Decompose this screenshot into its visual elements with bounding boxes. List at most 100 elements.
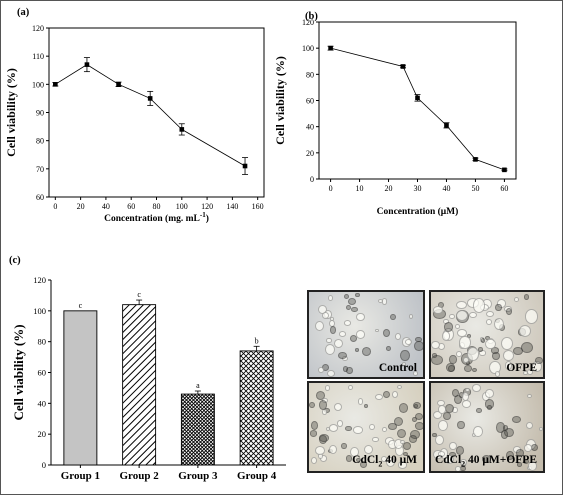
cell-texture [401,361,407,367]
cell-texture [381,456,388,463]
cell-texture [345,366,353,375]
cell-texture [504,360,513,370]
cell-texture [339,331,347,337]
cell-texture [338,352,347,360]
cell-texture [525,421,534,429]
y-tick-label: 40 [38,398,47,408]
x-tick-label: 20 [385,184,393,193]
cell-texture [381,427,387,432]
y-axis-label: Cell viability (%) [4,68,18,157]
data-point [116,82,121,87]
y-tick-label: 70 [36,165,44,174]
y-tick-label: 100 [33,306,46,316]
cell-texture [353,426,364,434]
chart-panel-b: 0 20 40 60 80 100 120 0 10 20 30 40 50 60 (b) Cell viab… [273,11,517,217]
cell-texture [438,420,448,432]
cell-texture [467,347,480,361]
cell-texture [398,403,409,413]
cell-texture [517,462,522,467]
cell-texture [454,394,463,405]
cell-texture [329,317,335,321]
y-tick-label: 40 [306,123,314,132]
cell-texture [341,442,347,449]
y-tick-label: 80 [306,70,314,79]
significance-letter: c [79,301,83,310]
cell-texture [505,308,512,315]
cell-texture [409,435,418,443]
x-tick-label: 20 [77,202,85,211]
data-point [415,95,420,101]
cell-texture [461,399,472,408]
x-category-label: Group 4 [237,470,277,482]
cell-texture [386,456,396,467]
cell-texture [388,423,397,430]
cell-texture [432,306,443,314]
cell-texture [449,355,457,364]
data-point [147,96,153,101]
cell-texture [311,457,318,464]
cell-texture [471,383,481,393]
micrograph-control: Control [307,290,425,379]
x-tick-label: 10 [356,184,364,193]
series-line [55,64,246,167]
cell-texture [347,384,353,390]
cell-texture [455,324,461,329]
series-line [330,47,505,171]
cell-texture [460,466,466,471]
significance-letter: b [255,336,259,345]
cell-texture [321,311,329,319]
cell-texture [518,324,532,337]
cell-texture [431,355,444,366]
x-tick-label: 0 [329,184,333,193]
cell-texture [485,338,497,350]
cell-texture [349,334,358,343]
cell-texture [431,340,440,349]
cell-texture [481,454,492,463]
cell-texture [437,450,446,457]
cell-texture [504,427,514,437]
cell-texture [526,393,533,399]
micrograph-caption: OFPE [506,362,537,374]
cell-texture [456,446,465,455]
x-category-label: Group 3 [178,470,218,482]
cell-texture [329,325,337,334]
micrograph-ofpe: OFPE [429,290,545,379]
cell-texture [404,339,412,345]
cell-texture [463,356,469,363]
cell-texture [484,389,494,398]
cell-texture [413,371,419,376]
cell-texture [412,417,417,423]
cell-texture [501,336,513,350]
cell-texture [355,330,366,340]
cell-texture [336,420,344,427]
y-tick-label: 120 [302,18,314,27]
bar [63,310,98,466]
y-tick-label: 20 [38,429,47,439]
cell-texture [445,455,454,465]
cell-texture [347,298,356,306]
cell-texture [349,446,360,458]
cell-texture [396,429,406,439]
cell-texture [503,350,515,361]
x-tick-label: 40 [102,202,110,211]
chart-panel-c: 0 20 40 60 80 100 120 c Group 1 c Group 2 a Group 3 b… [9,255,286,482]
cell-texture [415,422,423,430]
cell-texture [506,451,514,460]
cell-texture [362,346,372,356]
cell-texture [459,336,471,349]
cell-texture [472,298,486,313]
cell-texture [397,385,402,390]
bar [180,393,215,466]
cell-texture [516,449,525,457]
cell-texture [449,441,458,451]
y-tick-label: 60 [306,97,314,106]
cell-texture [520,341,534,353]
data-point [179,127,185,132]
y-tick-label: 80 [36,137,44,146]
cell-texture [326,337,332,344]
cell-texture [432,432,437,438]
cell-texture [386,346,392,352]
cell-texture [363,444,374,455]
cell-texture [525,309,538,324]
